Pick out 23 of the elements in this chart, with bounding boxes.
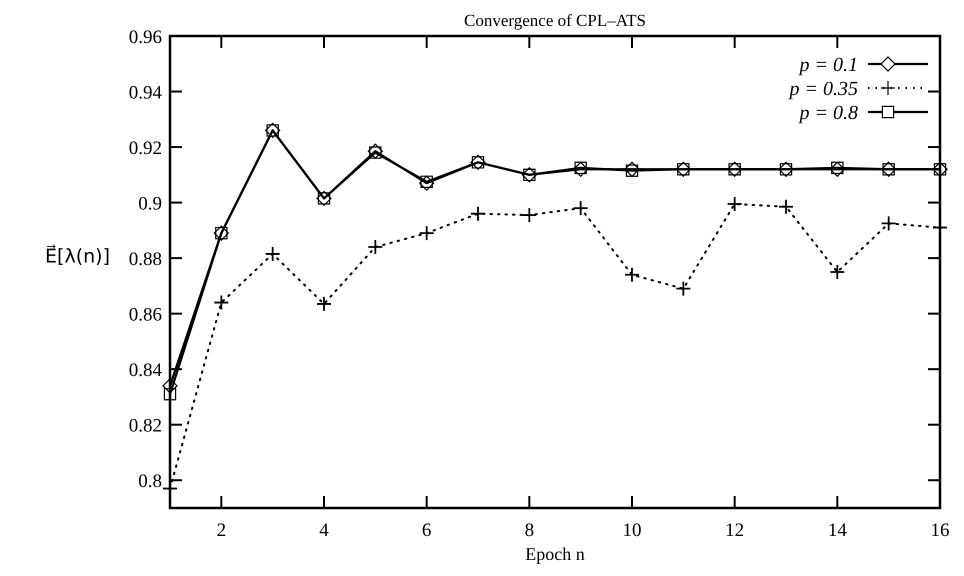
y-tick-label: 0.8 — [138, 471, 162, 492]
y-axis-title: E⃗[λ(n)] — [45, 244, 110, 268]
x-tick-label: 6 — [422, 520, 432, 541]
x-tick-label: 2 — [216, 520, 226, 541]
x-tick-label: 16 — [930, 520, 950, 541]
y-tick-label: 0.96 — [128, 27, 162, 48]
x-tick-label: 8 — [524, 520, 534, 541]
legend-label: p = 0.1 — [798, 54, 858, 76]
y-tick-label: 0.9 — [138, 194, 162, 215]
y-tick-label: 0.82 — [128, 416, 162, 437]
chart-title: Convergence of CPL–ATS — [464, 11, 646, 30]
x-tick-label: 12 — [725, 520, 744, 541]
x-tick-label: 4 — [319, 520, 330, 541]
x-tick-label: 10 — [622, 520, 642, 541]
y-tick-label: 0.94 — [128, 82, 162, 104]
y-tick-label: 0.88 — [128, 249, 162, 270]
y-tick-label: 0.84 — [128, 360, 162, 382]
x-axis-title: Epoch n — [525, 544, 585, 564]
legend-label: p = 0.35 — [788, 78, 858, 100]
x-tick-label: 14 — [828, 520, 848, 541]
y-tick-label: 0.92 — [128, 138, 162, 160]
y-tick-label: 0.86 — [128, 304, 162, 326]
legend-label: p = 0.8 — [798, 102, 858, 124]
